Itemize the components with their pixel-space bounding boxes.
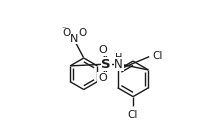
Text: Cl: Cl <box>152 51 163 61</box>
Text: Cl: Cl <box>128 110 138 120</box>
Text: H: H <box>115 53 122 63</box>
Text: O: O <box>62 28 70 38</box>
Text: ⁻: ⁻ <box>61 26 66 35</box>
Text: N: N <box>70 34 78 44</box>
Text: S: S <box>101 58 111 71</box>
Text: O: O <box>78 28 86 38</box>
Text: O: O <box>98 45 107 55</box>
Text: O: O <box>98 73 107 83</box>
Text: N: N <box>114 58 123 71</box>
